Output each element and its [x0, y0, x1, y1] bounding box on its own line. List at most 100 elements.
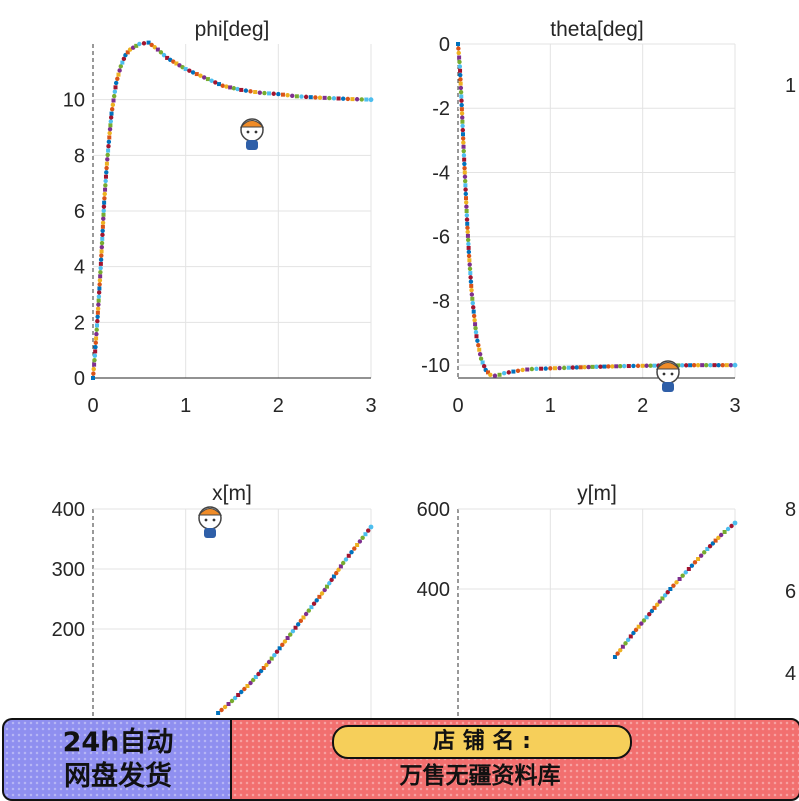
data-point — [457, 55, 462, 60]
y-tick-label: 200 — [52, 619, 85, 641]
data-point — [313, 95, 318, 100]
data-point — [635, 363, 641, 369]
data-point — [121, 56, 127, 62]
data-point — [480, 360, 485, 365]
data-point — [471, 313, 477, 319]
banner-store-name: 万售无疆资料库 — [399, 763, 561, 789]
data-point — [103, 178, 108, 184]
data-point — [695, 362, 701, 368]
data-point — [116, 72, 121, 77]
data-point — [120, 60, 125, 65]
data-point — [264, 662, 269, 668]
data-point — [486, 370, 491, 375]
data-point — [598, 364, 603, 369]
data-point — [112, 89, 118, 94]
data-point — [224, 84, 229, 89]
x-tick-label: 3 — [729, 395, 740, 417]
data-point — [253, 90, 258, 95]
data-point — [725, 526, 731, 532]
mascot-sticker-icon — [655, 360, 681, 392]
data-point — [468, 271, 473, 276]
data-point — [463, 183, 468, 188]
data-point — [137, 41, 142, 47]
y-tick-label: 300 — [52, 559, 85, 581]
data-point — [104, 170, 109, 175]
data-point — [327, 95, 332, 101]
x-tick-label: 0 — [87, 395, 98, 417]
data-point — [466, 253, 472, 259]
data-point — [633, 627, 639, 633]
data-point — [459, 94, 464, 99]
data-point — [109, 111, 114, 116]
data-point — [101, 216, 106, 221]
data-point — [700, 363, 705, 368]
data-point — [574, 365, 579, 370]
data-point — [98, 261, 103, 266]
data-point — [481, 364, 487, 369]
data-point — [578, 365, 583, 370]
data-point — [91, 376, 95, 380]
data-point — [106, 148, 111, 153]
data-point — [713, 538, 718, 543]
data-point — [368, 97, 374, 103]
data-point — [698, 553, 704, 558]
data-point — [464, 200, 469, 205]
data-point — [657, 599, 663, 604]
data-point — [459, 107, 464, 112]
data-point — [93, 349, 98, 354]
data-point — [288, 632, 293, 637]
data-point — [231, 86, 237, 91]
data-point — [506, 370, 511, 375]
data-point — [461, 153, 467, 158]
data-point — [102, 200, 107, 205]
data-point — [99, 244, 105, 250]
data-point — [686, 567, 691, 571]
data-point — [704, 362, 709, 368]
data-point — [475, 338, 480, 343]
data-point — [618, 647, 623, 653]
data-point — [464, 204, 469, 209]
data-point — [91, 371, 96, 376]
data-point — [469, 283, 474, 288]
data-point — [732, 520, 738, 526]
data-point — [463, 187, 468, 192]
data-point — [327, 581, 332, 586]
y-tick-label: 10 — [63, 90, 85, 112]
mascot-sticker-icon — [197, 506, 223, 538]
data-point — [276, 91, 281, 97]
data-point — [468, 279, 474, 284]
data-point — [253, 675, 258, 679]
data-point — [94, 331, 99, 337]
data-point — [497, 372, 502, 377]
data-point — [100, 232, 105, 238]
data-point — [702, 550, 707, 555]
data-point — [220, 83, 225, 88]
data-point — [462, 178, 468, 184]
data-point — [473, 326, 478, 331]
data-point — [729, 523, 734, 529]
data-point — [359, 97, 364, 102]
data-point — [95, 306, 101, 311]
data-point — [469, 288, 474, 293]
data-point — [668, 587, 673, 591]
data-point — [299, 94, 304, 99]
data-point — [631, 630, 636, 636]
data-point — [458, 85, 464, 91]
data-point — [712, 363, 717, 368]
data-point — [165, 55, 170, 60]
data-point — [641, 618, 647, 623]
data-point — [285, 93, 290, 98]
data-point — [262, 90, 267, 96]
data-point — [331, 574, 336, 579]
data-point — [465, 221, 470, 226]
data-point — [248, 680, 253, 686]
data-point — [106, 143, 111, 149]
data-point — [266, 659, 272, 665]
data-point — [459, 102, 464, 108]
data-point — [108, 119, 113, 124]
data-point — [141, 41, 147, 46]
data-point — [303, 94, 309, 100]
data-point — [683, 570, 688, 575]
data-point — [460, 136, 466, 141]
data-point — [295, 622, 301, 627]
